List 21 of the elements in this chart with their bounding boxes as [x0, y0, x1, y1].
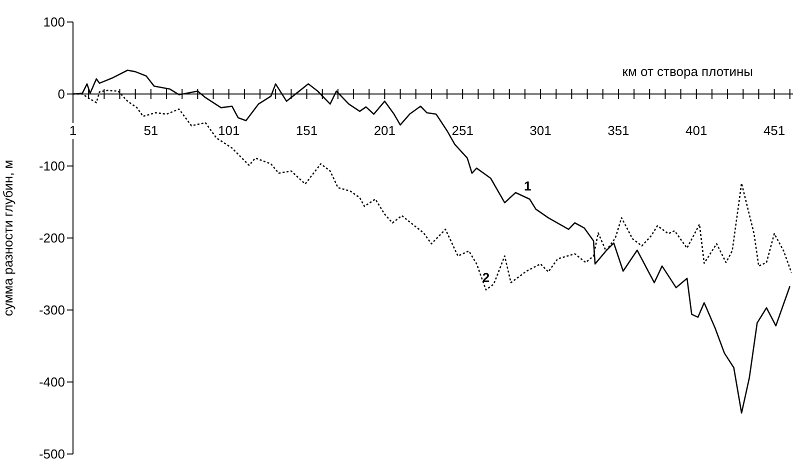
- y-tick-label: -100: [38, 158, 65, 174]
- x-tick-label: 351: [608, 123, 630, 138]
- x-axis-title: км от створа плотины: [622, 64, 753, 79]
- series-label: 1: [524, 178, 532, 194]
- x-tick-label: 1: [69, 123, 77, 138]
- y-tick-label: -400: [38, 374, 65, 390]
- series-label: 2: [482, 270, 490, 285]
- y-tick-label: 0: [58, 86, 65, 102]
- x-tick-label: 251: [452, 123, 474, 138]
- x-tick-label: 101: [218, 123, 240, 138]
- x-tick-label: 51: [144, 123, 158, 138]
- x-tick-label: 301: [530, 123, 552, 138]
- x-tick-label: 451: [763, 123, 786, 138]
- y-tick-label: -500: [38, 446, 65, 459]
- y-axis-title: сумма разности глубин, м: [0, 160, 16, 316]
- x-tick-label: 401: [686, 123, 708, 138]
- y-tick-label: 100: [43, 14, 65, 30]
- y-tick-label: -300: [38, 302, 65, 318]
- x-tick-label: 201: [374, 123, 396, 138]
- y-tick-label: -200: [38, 230, 65, 246]
- x-tick-label: 151: [296, 123, 318, 138]
